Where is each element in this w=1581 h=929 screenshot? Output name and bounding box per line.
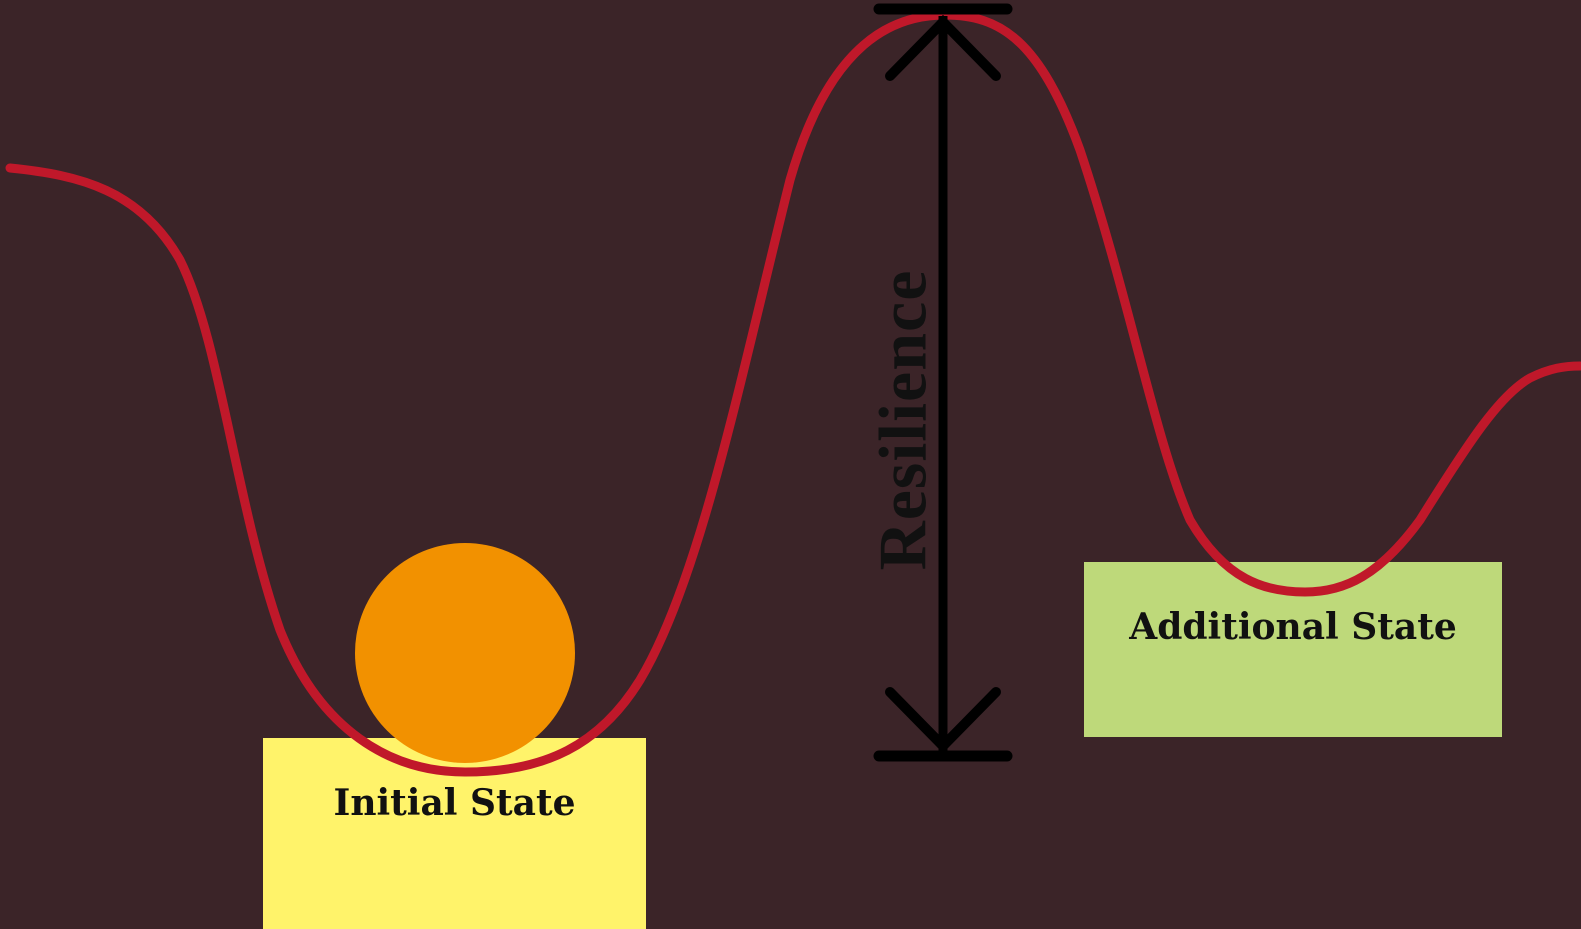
ball bbox=[355, 543, 575, 763]
resilience-arrow bbox=[873, 3, 1013, 762]
landscape-curve bbox=[5, 10, 1581, 777]
additional-state-label: Additional State bbox=[1129, 606, 1457, 648]
initial-state-label: Initial State bbox=[333, 782, 576, 824]
arrow-top-head bbox=[885, 14, 1001, 81]
resilience-label: Resilience bbox=[864, 269, 941, 571]
additional-state-box: Additional State bbox=[1084, 562, 1502, 737]
arrow-bottom-head bbox=[885, 687, 1001, 754]
